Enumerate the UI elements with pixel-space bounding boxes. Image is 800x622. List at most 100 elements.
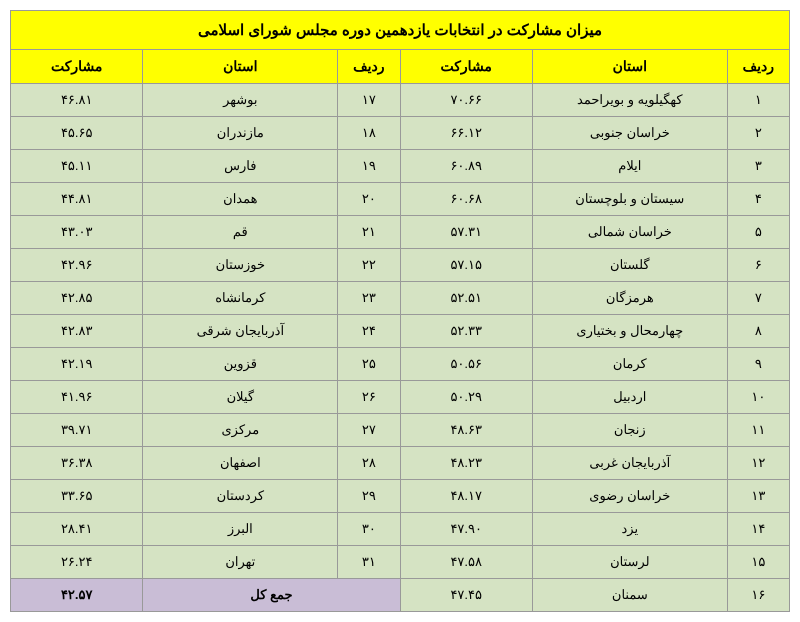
cell-province: فارس xyxy=(143,150,338,183)
cell-province: اصفهان xyxy=(143,447,338,480)
cell-row-num: ۲۲ xyxy=(338,249,400,282)
cell-province: خراسان جنوبی xyxy=(532,117,727,150)
cell-participation: ۵۲.۳۳ xyxy=(400,315,532,348)
cell-province: گیلان xyxy=(143,381,338,414)
cell-province: سیستان و بلوچستان xyxy=(532,183,727,216)
cell-province: اردبیل xyxy=(532,381,727,414)
cell-province: آذربایجان غربی xyxy=(532,447,727,480)
header-participation-1: مشارکت xyxy=(400,50,532,84)
cell-participation: ۶۰.۸۹ xyxy=(400,150,532,183)
cell-participation: ۵۰.۵۶ xyxy=(400,348,532,381)
cell-participation: ۴۸.۱۷ xyxy=(400,480,532,513)
cell-province: کرمانشاه xyxy=(143,282,338,315)
cell-participation: ۷۰.۶۶ xyxy=(400,84,532,117)
table-row: ۱۵لرستان۴۷.۵۸۳۱تهران۲۶.۲۴ xyxy=(11,546,790,579)
table-row: ۱کهگیلویه و بویراحمد۷۰.۶۶۱۷بوشهر۴۶.۸۱ xyxy=(11,84,790,117)
cell-province: هرمزگان xyxy=(532,282,727,315)
cell-row-num: ۱۴ xyxy=(727,513,789,546)
table-row: ۱۲آذربایجان غربی۴۸.۲۳۲۸اصفهان۳۶.۳۸ xyxy=(11,447,790,480)
cell-participation: ۴۳.۰۳ xyxy=(11,216,143,249)
cell-province: خراسان شمالی xyxy=(532,216,727,249)
cell-participation: ۴۲.۸۳ xyxy=(11,315,143,348)
header-row-2: ردیف xyxy=(338,50,400,84)
table-row: ۷هرمزگان۵۲.۵۱۲۳کرمانشاه۴۲.۸۵ xyxy=(11,282,790,315)
total-label: جمع کل xyxy=(143,579,400,612)
cell-row-num: ۵ xyxy=(727,216,789,249)
cell-participation: ۲۸.۴۱ xyxy=(11,513,143,546)
cell-province: چهارمحال و بختیاری xyxy=(532,315,727,348)
cell-row-num: ۴ xyxy=(727,183,789,216)
cell-row-num: ۱۸ xyxy=(338,117,400,150)
cell-participation: ۴۴.۸۱ xyxy=(11,183,143,216)
cell-participation: ۴۲.۹۶ xyxy=(11,249,143,282)
cell-province: آذربایجان شرقی xyxy=(143,315,338,348)
cell-participation: ۴۸.۶۳ xyxy=(400,414,532,447)
cell-participation: ۴۲.۱۹ xyxy=(11,348,143,381)
cell-row-num: ۱۱ xyxy=(727,414,789,447)
cell-province: خوزستان xyxy=(143,249,338,282)
table-row: ۱۴یزد۴۷.۹۰۳۰البرز۲۸.۴۱ xyxy=(11,513,790,546)
cell-province: همدان xyxy=(143,183,338,216)
cell-participation: ۵۰.۲۹ xyxy=(400,381,532,414)
cell-province: کرمان xyxy=(532,348,727,381)
cell-participation: ۵۷.۱۵ xyxy=(400,249,532,282)
cell-province: یزد xyxy=(532,513,727,546)
cell-province: زنجان xyxy=(532,414,727,447)
cell-participation: ۴۵.۶۵ xyxy=(11,117,143,150)
cell-province: سمنان xyxy=(532,579,727,612)
cell-row-num: ۱۵ xyxy=(727,546,789,579)
cell-participation: ۶۰.۶۸ xyxy=(400,183,532,216)
cell-row-num: ۲۴ xyxy=(338,315,400,348)
cell-province: ایلام xyxy=(532,150,727,183)
cell-row-num: ۳ xyxy=(727,150,789,183)
cell-province: قزوین xyxy=(143,348,338,381)
cell-participation: ۴۲.۸۵ xyxy=(11,282,143,315)
participation-table: میزان مشارکت در انتخابات یازدهمین دوره م… xyxy=(10,10,790,612)
table-row: ۱۰اردبیل۵۰.۲۹۲۶گیلان۴۱.۹۶ xyxy=(11,381,790,414)
cell-participation: ۵۷.۳۱ xyxy=(400,216,532,249)
cell-participation: ۳۳.۶۵ xyxy=(11,480,143,513)
cell-row-num: ۹ xyxy=(727,348,789,381)
cell-participation: ۴۱.۹۶ xyxy=(11,381,143,414)
cell-row-num: ۱۲ xyxy=(727,447,789,480)
table-row: ۵خراسان شمالی۵۷.۳۱۲۱قم۴۳.۰۳ xyxy=(11,216,790,249)
table-title: میزان مشارکت در انتخابات یازدهمین دوره م… xyxy=(11,11,790,50)
table-row: ۶گلستان۵۷.۱۵۲۲خوزستان۴۲.۹۶ xyxy=(11,249,790,282)
cell-row-num: ۱۷ xyxy=(338,84,400,117)
table-row: ۳ایلام۶۰.۸۹۱۹فارس۴۵.۱۱ xyxy=(11,150,790,183)
cell-row-num: ۱۳ xyxy=(727,480,789,513)
cell-province: کردستان xyxy=(143,480,338,513)
table-row: ۴سیستان و بلوچستان۶۰.۶۸۲۰همدان۴۴.۸۱ xyxy=(11,183,790,216)
header-participation-2: مشارکت xyxy=(11,50,143,84)
cell-province: بوشهر xyxy=(143,84,338,117)
table-row: ۱۶سمنان۴۷.۴۵جمع کل۴۲.۵۷ xyxy=(11,579,790,612)
cell-province: مازندران xyxy=(143,117,338,150)
table-row: ۲خراسان جنوبی۶۶.۱۲۱۸مازندران۴۵.۶۵ xyxy=(11,117,790,150)
cell-row-num: ۲۹ xyxy=(338,480,400,513)
cell-row-num: ۳۱ xyxy=(338,546,400,579)
cell-participation: ۲۶.۲۴ xyxy=(11,546,143,579)
cell-province: گلستان xyxy=(532,249,727,282)
cell-participation: ۵۲.۵۱ xyxy=(400,282,532,315)
cell-row-num: ۲۸ xyxy=(338,447,400,480)
cell-row-num: ۱۶ xyxy=(727,579,789,612)
cell-participation: ۴۷.۹۰ xyxy=(400,513,532,546)
cell-province: قم xyxy=(143,216,338,249)
cell-participation: ۴۵.۱۱ xyxy=(11,150,143,183)
cell-row-num: ۱۰ xyxy=(727,381,789,414)
cell-province: البرز xyxy=(143,513,338,546)
table-row: ۱۱زنجان۴۸.۶۳۲۷مرکزی۳۹.۷۱ xyxy=(11,414,790,447)
cell-province: کهگیلویه و بویراحمد xyxy=(532,84,727,117)
cell-row-num: ۲ xyxy=(727,117,789,150)
cell-row-num: ۱ xyxy=(727,84,789,117)
cell-row-num: ۲۵ xyxy=(338,348,400,381)
header-row-1: ردیف xyxy=(727,50,789,84)
table-row: ۸چهارمحال و بختیاری۵۲.۳۳۲۴آذربایجان شرقی… xyxy=(11,315,790,348)
cell-row-num: ۲۷ xyxy=(338,414,400,447)
cell-participation: ۴۷.۵۸ xyxy=(400,546,532,579)
cell-row-num: ۲۱ xyxy=(338,216,400,249)
cell-province: مرکزی xyxy=(143,414,338,447)
cell-row-num: ۸ xyxy=(727,315,789,348)
cell-row-num: ۱۹ xyxy=(338,150,400,183)
cell-row-num: ۶ xyxy=(727,249,789,282)
